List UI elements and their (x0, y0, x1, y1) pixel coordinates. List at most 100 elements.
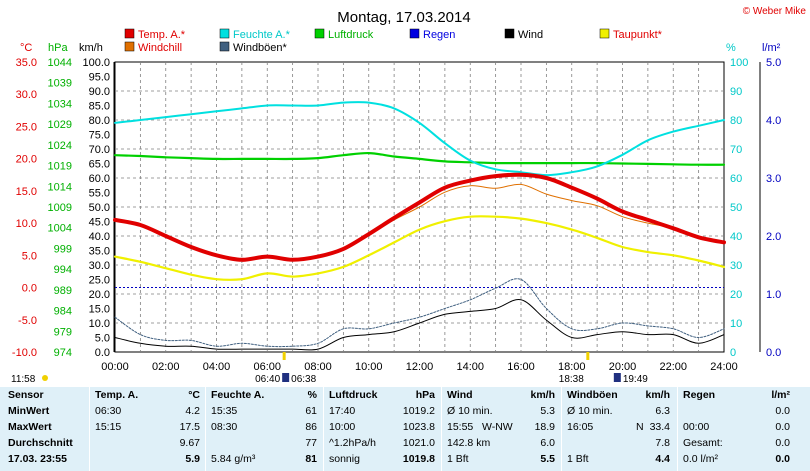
stats-temp-value: 4.2 (185, 405, 200, 417)
series-line-luftdruck (113, 151, 726, 166)
humidity-tick-label: 0 (730, 347, 736, 359)
time-tick-label: 16:00 (507, 361, 535, 373)
temp-tick-label: 5.0 (22, 250, 37, 262)
stats-gust-value: 33.4 (649, 421, 670, 433)
series-line-wind (114, 299, 725, 351)
sun-markers: 06:40 06:38 18:38 19:49 11:58 (11, 352, 648, 385)
stats-humidity-time: 5.84 g/m³ (211, 453, 256, 465)
rain-tick-label: 5.0 (766, 57, 781, 69)
stats-temp-time: 06:30 (95, 405, 122, 417)
stats-wind-value: 6.0 (540, 437, 555, 449)
chart-series (113, 101, 726, 351)
temp-tick-label: 15.0 (16, 186, 37, 198)
time-tick-label: 12:00 (406, 361, 434, 373)
stats-gust-value: 6.3 (655, 405, 670, 417)
time-tick-label: 10:00 (355, 361, 383, 373)
stats-pressure-time: 10:00 (329, 421, 356, 433)
stats-humidity-unit: % (307, 389, 317, 401)
humidity-tick-label: 80 (730, 115, 742, 127)
axis-unit-labels: °C hPa km/h% l/m² (20, 42, 781, 54)
legend-swatch (124, 28, 135, 39)
sunrise-icon (282, 373, 290, 382)
legend-label: Regen (423, 29, 455, 41)
time-tick-label: 14:00 (456, 361, 484, 373)
sunrise-marker (282, 352, 286, 360)
stats-pressure-value: 1019.8 (402, 453, 435, 465)
wind-tick-label: 75.0 (89, 130, 110, 142)
stats-temp-value: 17.5 (179, 421, 200, 433)
stats-humidity-header: Feuchte A. (211, 389, 265, 401)
pressure-tick-label: 1009 (48, 202, 72, 214)
stats-gust-time: 16:05 (567, 421, 594, 433)
stats-row-label: MinWert (8, 405, 50, 417)
legend-swatch (409, 28, 420, 39)
stats-gust-value: 7.8 (655, 437, 670, 449)
stats-wind-unit: km/h (530, 389, 555, 401)
chart-title: Montag, 17.03.2014 (337, 9, 470, 26)
stats-wind-value: 5.5 (540, 453, 555, 465)
wind-tick-label: 45.0 (89, 217, 110, 229)
temp-tick-label: 0.0 (22, 283, 37, 295)
stats-wind-header: Wind (447, 389, 473, 401)
wind-tick-label: 80.0 (89, 115, 110, 127)
wind-tick-label: 100.0 (82, 57, 110, 69)
pressure-tick-label: 999 (54, 243, 72, 255)
humidity-tick-label: 60 (730, 173, 742, 185)
wind-tick-label: 85.0 (89, 101, 110, 113)
stats-gust-time: 1 Bft (567, 453, 589, 465)
humidity-tick-label: 20 (730, 289, 742, 301)
legend-label: Wind (518, 29, 543, 41)
stats-row-label: 17.03. 23:55 (8, 453, 67, 465)
rain-tick-label: 3.0 (766, 173, 781, 185)
legend-swatch (124, 41, 135, 52)
wind-tick-label: 25.0 (89, 275, 110, 287)
temp-tick-label: 10.0 (16, 218, 37, 230)
solar-noon-icon (42, 375, 48, 381)
pressure-tick-label: 1044 (48, 57, 72, 69)
chart-legend: Temp. A.* Feuchte A.* Luftdruck Regen Wind Ta… (124, 28, 663, 54)
stats-pressure-header: Luftdruck (329, 389, 378, 401)
stats-humidity-value: 61 (305, 405, 317, 417)
wind-tick-label: 90.0 (89, 86, 110, 98)
temp-tick-label: 25.0 (16, 121, 37, 133)
legend-swatch (219, 41, 230, 52)
stats-temp-header: Temp. A. (95, 389, 139, 401)
pressure-tick-label: 984 (54, 306, 72, 318)
temp-tick-label: -10.0 (12, 347, 37, 359)
stats-column-separator (89, 387, 90, 471)
rain-tick-label: 0.0 (766, 347, 781, 359)
rain-tick-label: 4.0 (766, 115, 781, 127)
stats-humidity-time: 08:30 (211, 421, 238, 433)
stats-temp-time: 15:15 (95, 421, 122, 433)
stats-wind-direction: W-NW (482, 421, 513, 433)
stats-rain-value: 0.0 (775, 421, 790, 433)
stats-sensor-header: Sensor (8, 389, 44, 401)
sunset-marker (586, 352, 590, 360)
time-tick-label: 18:00 (558, 361, 586, 373)
stats-wind-time: 15:55 (447, 421, 474, 433)
stats-humidity-value: 86 (305, 421, 317, 433)
stats-column-separator (205, 387, 206, 471)
stats-temp-unit: °C (188, 389, 200, 401)
rain-tick-label: 1.0 (766, 289, 781, 301)
wind-tick-label: 60.0 (89, 173, 110, 185)
pressure-tick-label: 1019 (48, 161, 72, 173)
legend-label: Taupunkt* (613, 29, 663, 41)
stats-pressure-value: 1023.8 (402, 421, 435, 433)
pressure-tick-label: 1039 (48, 78, 72, 90)
wind-tick-label: 50.0 (89, 202, 110, 214)
stats-pressure-value: 1021.0 (402, 437, 435, 449)
wind-tick-label: 65.0 (89, 159, 110, 171)
stats-rain-time: 0.0 l/m² (683, 453, 719, 465)
stats-pressure-time: 17:40 (329, 405, 356, 417)
humidity-tick-label: 30 (730, 260, 742, 272)
sunset-alt-label: 19:49 (623, 374, 648, 385)
series-line-windb-en (114, 278, 725, 348)
time-tick-label: 24:00 (710, 361, 738, 373)
legend-label: Temp. A.* (138, 29, 186, 41)
temp-axis-unit: °C (20, 42, 32, 54)
wind-tick-label: 15.0 (89, 304, 110, 316)
stats-wind-value: 5.3 (540, 405, 555, 417)
wind-tick-label: 0.0 (95, 347, 110, 359)
